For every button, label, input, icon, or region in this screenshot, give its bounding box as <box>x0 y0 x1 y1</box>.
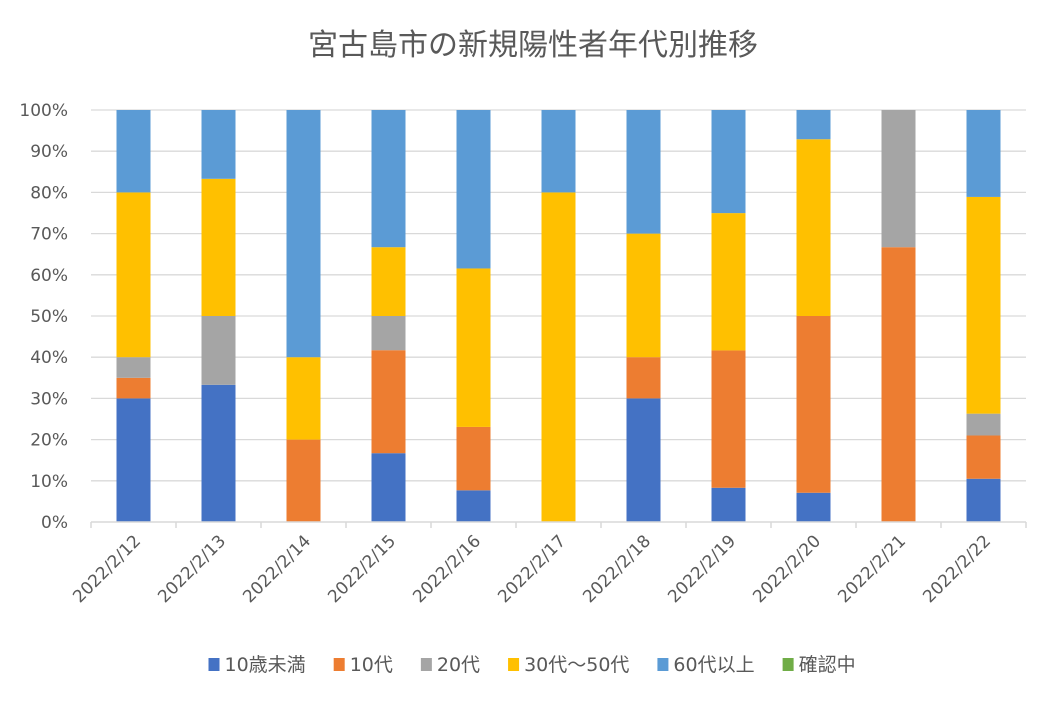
x-tick-label: 2022/2/22 <box>919 531 995 607</box>
legend-swatch <box>420 658 432 671</box>
legend-label: 30代～50代 <box>524 654 629 676</box>
bar-segment <box>201 316 236 385</box>
bar-segment <box>711 487 746 522</box>
legend-swatch <box>333 658 345 671</box>
legend-label: 確認中 <box>799 654 856 676</box>
bars <box>116 110 1001 523</box>
x-tick-label: 2022/2/20 <box>749 531 825 607</box>
bar-segment <box>626 398 661 522</box>
bar-segment <box>541 110 576 193</box>
chart-title: 宮古島市の新規陽性者年代別推移 <box>308 28 758 63</box>
bar-segment <box>711 213 746 351</box>
bar-segment <box>881 247 916 523</box>
bar-segment <box>796 139 831 316</box>
bar-segment <box>626 357 661 399</box>
bar-segment <box>966 435 1001 479</box>
bar-segment <box>201 384 236 522</box>
x-tick-label: 2022/2/13 <box>154 531 230 607</box>
bar-segment <box>456 110 491 269</box>
bar-segment <box>371 453 406 522</box>
bar-segment <box>371 350 406 454</box>
legend-swatch <box>508 658 520 671</box>
legend: 10歳未満 10代 20代 30代～50代 60代以上 確認中 <box>208 654 856 676</box>
y-tick-label: 80% <box>30 183 68 203</box>
bar-segment <box>881 110 916 248</box>
legend-label: 60代以上 <box>673 654 754 676</box>
x-tick-label: 2022/2/16 <box>409 531 485 607</box>
y-tick-label: 70% <box>30 225 68 245</box>
legend-label: 10代 <box>350 654 393 676</box>
bar-segment <box>796 492 831 522</box>
legend-swatch <box>782 658 794 671</box>
bar-segment <box>201 178 236 316</box>
x-tick-label: 2022/2/21 <box>834 531 910 607</box>
bar-segment <box>201 110 236 179</box>
bar-segment <box>456 426 491 491</box>
y-tick-label: 20% <box>30 431 68 451</box>
y-tick-label: 90% <box>30 142 68 162</box>
bar-segment <box>796 110 831 140</box>
bar-segment <box>116 192 151 358</box>
bar-segment <box>286 439 321 522</box>
bar-segment <box>966 478 1001 522</box>
bar-segment <box>711 350 746 488</box>
y-tick-label: 0% <box>41 513 68 533</box>
x-tick-label: 2022/2/19 <box>664 531 740 607</box>
x-tick-label: 2022/2/12 <box>69 531 145 607</box>
legend-label: 20代 <box>437 654 480 676</box>
bar-segment <box>371 247 406 316</box>
x-tick-label: 2022/2/17 <box>494 531 570 607</box>
y-tick-label: 40% <box>30 348 68 368</box>
bar-segment <box>286 357 321 440</box>
bar-segment <box>626 233 661 358</box>
bar-segment <box>456 268 491 427</box>
bar-segment <box>541 192 576 522</box>
legend-swatch <box>208 658 220 671</box>
y-tick-label: 30% <box>30 389 68 409</box>
bar-segment <box>966 110 1001 197</box>
x-tick-label: 2022/2/14 <box>239 531 315 607</box>
bar-segment <box>711 110 746 214</box>
x-tick-label: 2022/2/15 <box>324 531 400 607</box>
bar-segment <box>966 196 1001 414</box>
y-axis-ticks: 0% 10% 20% 30% 40% 50% 60% 70% 80% 90% 100% <box>19 101 68 533</box>
bar-segment <box>796 316 831 493</box>
bar-segment <box>116 110 151 193</box>
bar-segment <box>286 110 321 358</box>
y-tick-label: 100% <box>19 101 68 121</box>
y-tick-label: 10% <box>30 472 68 492</box>
y-tick-label: 60% <box>30 266 68 286</box>
bar-segment <box>626 110 661 234</box>
bar-segment <box>116 398 151 522</box>
bar-segment <box>371 110 406 248</box>
bar-segment <box>456 490 491 522</box>
legend-label: 10歳未満 <box>225 654 306 676</box>
x-tick-label: 2022/2/18 <box>579 531 655 607</box>
x-axis: 2022/2/12 2022/2/13 2022/2/14 2022/2/15 2022… <box>69 521 1027 607</box>
legend-swatch <box>657 658 669 671</box>
bar-segment <box>371 316 406 351</box>
bar-segment <box>116 377 151 399</box>
bar-segment <box>966 413 1001 436</box>
bar-segment <box>116 357 151 378</box>
y-tick-label: 50% <box>30 307 68 327</box>
